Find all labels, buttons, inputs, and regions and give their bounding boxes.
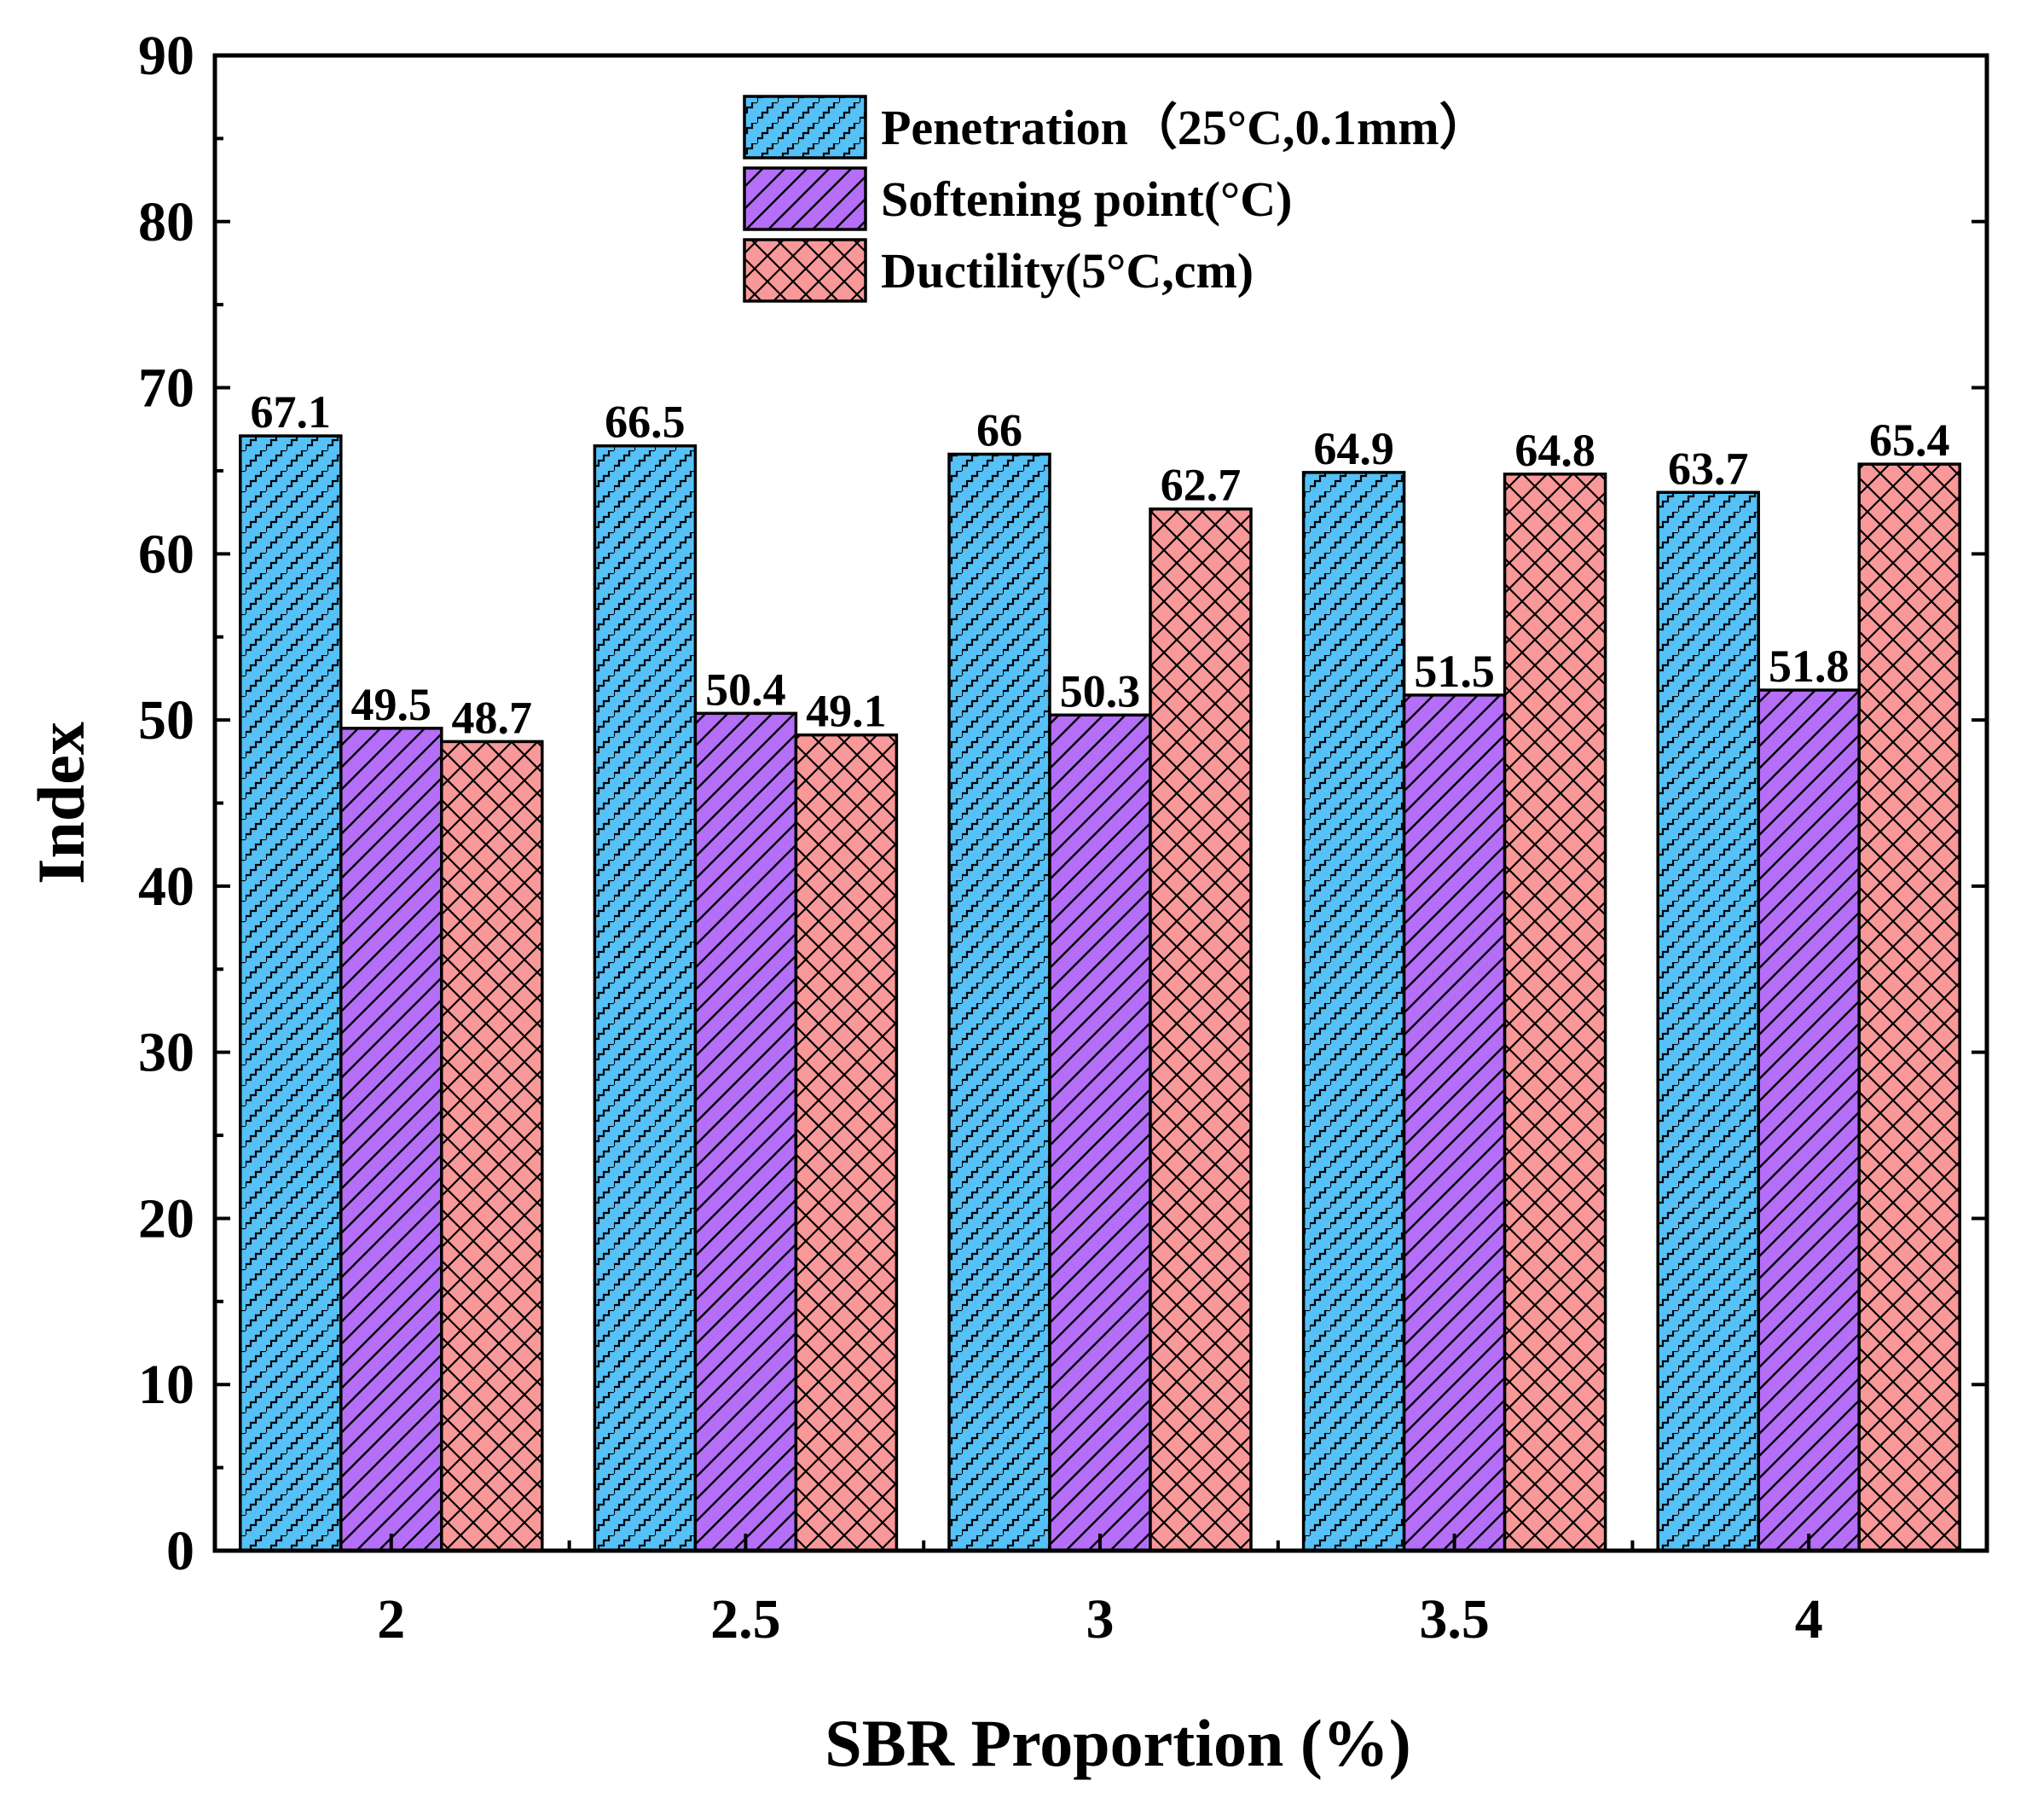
legend-label-0: Penetration（25°C,0.1mm） [881, 100, 1489, 155]
y-tick-label: 10 [138, 1354, 194, 1416]
bar-series-1-cat-3 [1402, 693, 1507, 1552]
legend-swatch-2 [743, 238, 867, 303]
legend-swatch-0 [743, 95, 867, 160]
x-axis-title: SBR Proportion (%) [825, 1706, 1411, 1780]
bar-series-2-cat-3 [1503, 473, 1607, 1552]
x-tick-label: 3.5 [1419, 1588, 1490, 1650]
data-label-series-1-cat-3: 51.5 [1414, 646, 1495, 697]
data-label-series-1-cat-2: 50.3 [1060, 665, 1141, 716]
data-label-series-2-cat-4: 65.4 [1869, 415, 1950, 466]
y-axis: 0 10 20 30 40 50 60 70 80 90 [138, 25, 1987, 1582]
bar-series-1-cat-0 [339, 727, 443, 1552]
data-label-series-0-cat-3: 64.9 [1313, 423, 1394, 474]
data-labels-layer: 67.1 66.5 66 64.9 63.7 49.5 50.4 50.3 51.5 51.8 48… [251, 386, 1950, 743]
x-tick-label: 4 [1795, 1588, 1823, 1650]
y-tick-label: 60 [138, 523, 194, 585]
y-tick-label: 30 [138, 1022, 194, 1084]
data-label-series-1-cat-4: 51.8 [1769, 641, 1850, 692]
y-tick-label: 0 [166, 1520, 194, 1582]
data-label-series-2-cat-0: 48.7 [452, 692, 533, 743]
x-axis: 2 2.5 3 3.5 4 [377, 1534, 1823, 1650]
bars-layer [239, 434, 1961, 1552]
legend-swatch-1 [743, 166, 867, 231]
y-tick-label: 70 [138, 357, 194, 420]
bar-series-2-cat-1 [794, 733, 899, 1552]
y-tick-label: 90 [138, 25, 194, 87]
y-tick-label: 50 [138, 689, 194, 751]
y-tick-label: 40 [138, 856, 194, 918]
data-label-series-0-cat-1: 66.5 [605, 397, 686, 448]
data-label-series-1-cat-1: 50.4 [705, 664, 786, 715]
y-tick-label: 80 [138, 191, 194, 253]
bar-series-1-cat-2 [1048, 713, 1152, 1552]
x-tick-label: 3 [1086, 1588, 1115, 1650]
y-axis-title: Index [24, 722, 98, 885]
bar-series-1-cat-1 [693, 711, 798, 1552]
bar-series-1-cat-4 [1757, 688, 1861, 1552]
bar-series-0-cat-0 [239, 434, 343, 1552]
bar-series-0-cat-1 [593, 444, 698, 1552]
y-tick-label: 20 [138, 1187, 194, 1250]
data-label-series-2-cat-2: 62.7 [1161, 460, 1242, 511]
data-label-series-0-cat-4: 63.7 [1668, 443, 1749, 494]
data-label-series-0-cat-0: 67.1 [251, 386, 332, 438]
legend-label-1: Softening point(°C) [881, 171, 1292, 227]
data-label-series-0-cat-2: 66 [976, 404, 1022, 455]
bar-series-2-cat-0 [440, 740, 544, 1552]
data-label-series-2-cat-1: 49.1 [806, 686, 887, 737]
bar-series-0-cat-3 [1301, 471, 1406, 1552]
bar-series-0-cat-2 [947, 452, 1051, 1552]
bar-series-0-cat-4 [1656, 490, 1760, 1552]
legend: Penetration（25°C,0.1mm） Softening point(°… [743, 95, 1489, 303]
legend-label-2: Ductility(5°C,cm) [881, 243, 1254, 299]
data-label-series-1-cat-0: 49.5 [351, 679, 432, 730]
bar-series-2-cat-2 [1149, 507, 1253, 1552]
x-tick-label: 2.5 [710, 1588, 781, 1650]
data-label-series-2-cat-3: 64.8 [1514, 425, 1595, 476]
bar-series-2-cat-4 [1857, 462, 1961, 1552]
x-tick-label: 2 [377, 1588, 405, 1650]
